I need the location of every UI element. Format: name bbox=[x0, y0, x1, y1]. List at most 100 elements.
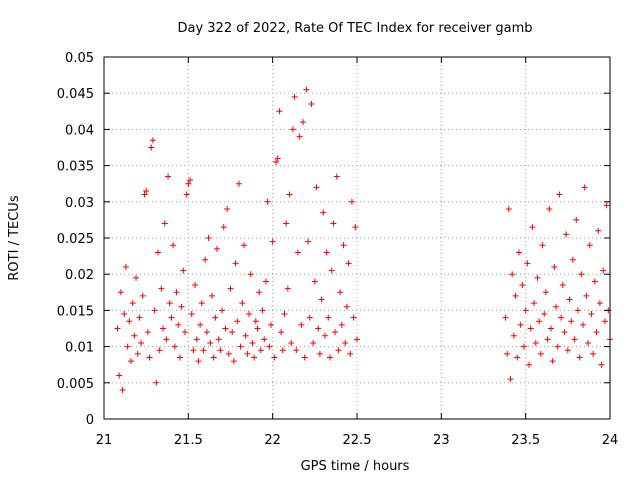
data-point bbox=[175, 321, 182, 328]
data-point bbox=[143, 187, 150, 194]
data-point bbox=[116, 372, 123, 379]
y-tick-label: 0.05 bbox=[65, 51, 94, 66]
data-point bbox=[151, 307, 158, 314]
y-tick-label: 0.02 bbox=[65, 268, 94, 283]
data-point bbox=[590, 350, 597, 357]
data-point bbox=[230, 358, 237, 365]
data-point bbox=[323, 249, 330, 256]
y-tick-label: 0.025 bbox=[57, 232, 94, 247]
data-point bbox=[549, 358, 556, 365]
data-point bbox=[178, 303, 185, 310]
data-point bbox=[205, 235, 212, 241]
data-point bbox=[342, 339, 349, 346]
data-point bbox=[127, 358, 134, 365]
data-point bbox=[510, 332, 517, 339]
data-point bbox=[303, 86, 310, 93]
data-point bbox=[286, 191, 293, 198]
y-tick-label: 0.01 bbox=[65, 341, 94, 356]
data-point bbox=[566, 296, 573, 303]
data-point bbox=[252, 318, 259, 325]
data-point bbox=[338, 321, 345, 328]
x-tick-label: 23 bbox=[433, 433, 450, 448]
data-point bbox=[505, 206, 512, 213]
data-point bbox=[541, 311, 548, 318]
data-point bbox=[588, 311, 595, 318]
x-tick-label: 22.5 bbox=[343, 433, 372, 448]
y-tick-label: 0.015 bbox=[57, 304, 94, 319]
data-point bbox=[291, 93, 298, 100]
data-point bbox=[262, 278, 269, 285]
y-axis-ticks: 0 0.005 0.01 0.015 0.02 0.025 0.03 0.035 0.04 0.0… bbox=[57, 51, 610, 428]
data-point bbox=[149, 137, 156, 144]
data-point bbox=[603, 202, 610, 209]
data-point bbox=[215, 336, 222, 343]
x-tick-label: 22 bbox=[264, 433, 281, 448]
data-point bbox=[520, 343, 527, 350]
data-point bbox=[114, 325, 121, 332]
y-tick-label: 0.005 bbox=[57, 377, 94, 392]
data-point bbox=[197, 321, 204, 328]
data-point bbox=[350, 314, 357, 321]
data-point bbox=[310, 339, 317, 346]
data-point bbox=[600, 267, 607, 274]
data-point bbox=[271, 354, 278, 361]
y-tick-label: 0.035 bbox=[57, 160, 94, 175]
data-point bbox=[564, 347, 571, 354]
data-point bbox=[224, 206, 231, 213]
data-point bbox=[539, 242, 546, 249]
data-point bbox=[596, 300, 603, 307]
data-point bbox=[229, 329, 236, 336]
data-point bbox=[207, 339, 214, 346]
data-point bbox=[547, 325, 554, 332]
data-point bbox=[195, 358, 202, 365]
data-point bbox=[202, 256, 209, 263]
data-point bbox=[171, 343, 178, 350]
data-point bbox=[320, 209, 327, 216]
data-point bbox=[531, 300, 538, 307]
data-point bbox=[519, 282, 526, 289]
data-point bbox=[269, 238, 276, 245]
x-axis-ticks: 21 21.5 22 22.5 23 23.5 24 bbox=[96, 57, 618, 448]
data-point bbox=[335, 347, 342, 354]
data-point bbox=[193, 336, 200, 343]
data-point bbox=[595, 227, 602, 234]
data-point bbox=[581, 184, 588, 191]
data-point bbox=[561, 329, 568, 336]
y-tick-label: 0 bbox=[86, 413, 94, 428]
x-axis-label: GPS time / hours bbox=[301, 459, 410, 474]
data-point bbox=[308, 101, 315, 108]
data-point bbox=[340, 242, 347, 249]
data-point bbox=[122, 263, 129, 270]
data-point bbox=[529, 224, 536, 231]
data-point bbox=[318, 296, 325, 303]
data-point bbox=[526, 361, 533, 368]
data-point bbox=[580, 321, 587, 328]
data-point bbox=[257, 347, 264, 354]
data-point bbox=[348, 198, 355, 205]
data-point bbox=[293, 347, 300, 354]
data-point bbox=[573, 216, 580, 223]
x-tick-label: 21.5 bbox=[174, 433, 203, 448]
data-point bbox=[235, 180, 242, 187]
data-point bbox=[527, 325, 534, 332]
data-point bbox=[170, 242, 177, 249]
data-point bbox=[515, 249, 522, 256]
data-point bbox=[332, 329, 339, 336]
x-tick-label: 21 bbox=[96, 433, 113, 448]
y-tick-label: 0.03 bbox=[65, 196, 94, 211]
data-point bbox=[192, 282, 199, 289]
data-point bbox=[242, 332, 249, 339]
data-point bbox=[305, 238, 312, 245]
data-point bbox=[144, 329, 151, 336]
data-point bbox=[176, 354, 183, 361]
data-point bbox=[347, 350, 354, 357]
data-point bbox=[251, 354, 258, 361]
data-point bbox=[129, 300, 136, 307]
grid-lines bbox=[104, 57, 610, 419]
data-point bbox=[330, 220, 337, 227]
data-point bbox=[556, 191, 563, 198]
data-point bbox=[261, 336, 268, 343]
data-point bbox=[160, 325, 167, 332]
data-point bbox=[551, 263, 558, 270]
data-point bbox=[583, 292, 590, 299]
